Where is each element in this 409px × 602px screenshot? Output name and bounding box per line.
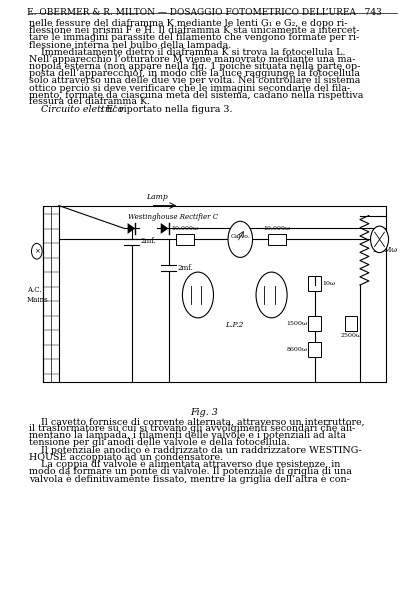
Text: La coppia di valvole è alimentata attraverso due resistenze, in: La coppia di valvole è alimentata attrav… — [29, 460, 340, 470]
Text: modo da formare un ponte di valvole. Il potenziale di griglia di una: modo da formare un ponte di valvole. Il … — [29, 467, 351, 476]
Text: 10,000ω: 10,000ω — [171, 226, 199, 231]
Text: 2mf.: 2mf. — [178, 264, 193, 272]
Text: 10,000ω: 10,000ω — [263, 226, 291, 231]
Text: tare le immagini parassite del filamento che vengono formate per ri-: tare le immagini parassite del filamento… — [29, 34, 359, 43]
Bar — [268, 234, 286, 245]
Polygon shape — [128, 223, 135, 234]
Circle shape — [371, 226, 389, 253]
Text: fessura del diaframma K.: fessura del diaframma K. — [29, 98, 150, 107]
Text: mento, formate da ciascuna metà del sistema, cadano nella rispettiva: mento, formate da ciascuna metà del sist… — [29, 90, 363, 100]
Text: Westinghouse Rectifier C: Westinghouse Rectifier C — [128, 213, 218, 220]
Text: Fig. 3: Fig. 3 — [191, 408, 218, 417]
Text: tensione per gli anodi delle valvole e della fotocellula.: tensione per gli anodi delle valvole e d… — [29, 438, 290, 447]
Text: 2500ω: 2500ω — [341, 332, 362, 338]
Text: E. OBERMER & R. MILTON — DOSAGGIO FOTOMETRICO DELL’UREA   743: E. OBERMER & R. MILTON — DOSAGGIO FOTOME… — [27, 8, 382, 17]
Text: : Eʼ riportato nella figura 3.: : Eʼ riportato nella figura 3. — [97, 105, 232, 114]
Text: Nell’apparecchio l’otturatore M viene manovrato mediante una ma-: Nell’apparecchio l’otturatore M viene ma… — [29, 55, 355, 64]
Bar — [308, 315, 321, 330]
Text: ×: × — [34, 248, 40, 254]
Bar — [345, 315, 357, 330]
Text: HOUSE accoppiato ad un condensatore.: HOUSE accoppiato ad un condensatore. — [29, 453, 223, 462]
Text: Circuito elettrico: Circuito elettrico — [41, 105, 124, 114]
Bar — [176, 234, 194, 245]
Text: flessione nei prismi F e H. Il diaframma K sta unicamente a intercet-: flessione nei prismi F e H. Il diaframma… — [29, 26, 359, 36]
Text: Il potenziale anodico è raddrizzato da un raddrizzatore WESTING-: Il potenziale anodico è raddrizzato da u… — [29, 445, 362, 455]
Bar — [43, 205, 59, 382]
Polygon shape — [161, 223, 169, 234]
Text: valvola è definitivamente fissato, mentre la griglia dell’altra è con-: valvola è definitivamente fissato, mentr… — [29, 474, 350, 483]
Text: 2mf.: 2mf. — [141, 237, 157, 245]
Text: Il cavetto fornisce di corrente alternata, attraverso un interruttore,: Il cavetto fornisce di corrente alternat… — [29, 417, 364, 426]
Text: nopola esterna (non appare nella fig. 1 poiché situata nella parte op-: nopola esterna (non appare nella fig. 1 … — [29, 62, 360, 72]
Text: il trasformatore su cui si trovano gli avvolgimenti secondari che ali-: il trasformatore su cui si trovano gli a… — [29, 424, 355, 433]
Text: 25 Mω: 25 Mω — [373, 246, 397, 254]
Text: Galvo.: Galvo. — [230, 234, 250, 239]
Text: 8600ω: 8600ω — [286, 347, 307, 352]
Bar — [308, 341, 321, 356]
Text: ottico perciò si deve verificare che le immagini secondarie del fila-: ottico perciò si deve verificare che le … — [29, 83, 350, 93]
Circle shape — [182, 272, 213, 318]
Text: Immediatamente dietro il diaframma K si trova la fotocellula L.: Immediatamente dietro il diaframma K si … — [29, 48, 345, 57]
Text: nelle fessure del diaframma K mediante le lenti G₁ e G₂, e dopo ri-: nelle fessure del diaframma K mediante l… — [29, 19, 347, 28]
Text: posta dell’apparecchio), in modo che la luce raggiunge la fotocellula: posta dell’apparecchio), in modo che la … — [29, 69, 360, 78]
Text: A.C.
Mains: A.C. Mains — [27, 287, 48, 303]
Text: L.P.2: L.P.2 — [226, 321, 244, 329]
Circle shape — [256, 272, 287, 318]
Text: 10ω: 10ω — [323, 281, 336, 286]
Circle shape — [228, 222, 252, 258]
Text: mentano la lampada, i filamenti delle valvole e i potenziali ad alta: mentano la lampada, i filamenti delle va… — [29, 432, 346, 441]
Text: flessione interna nel bulbo della lampada.: flessione interna nel bulbo della lampad… — [29, 40, 231, 49]
Bar — [25, 184, 401, 400]
Text: 1500ω: 1500ω — [286, 321, 307, 326]
Text: solo attraverso una delle due vie per volta. Nel controllare il sistema: solo attraverso una delle due vie per vo… — [29, 76, 360, 85]
Bar — [308, 276, 321, 291]
Text: Lamp: Lamp — [146, 193, 168, 200]
